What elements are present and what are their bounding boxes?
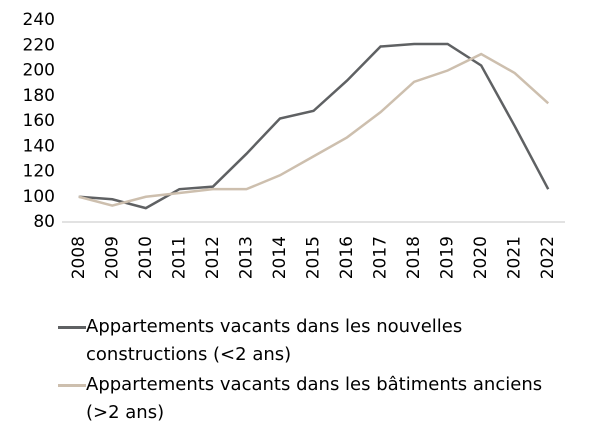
y-tick-label: 200: [23, 61, 55, 81]
x-tick-label: 2022: [538, 236, 558, 279]
x-tick-label: 2017: [371, 236, 391, 279]
series-line: [78, 52, 550, 207]
x-tick-label: 2021: [505, 236, 525, 279]
y-tick-label: 220: [23, 35, 55, 55]
x-tick-label: 2016: [337, 236, 357, 279]
legend-label: Appartements vacants dans les bâtiments …: [86, 374, 543, 423]
x-tick-label: 2018: [404, 236, 424, 279]
legend-label: Appartements vacants dans les nouvelles …: [86, 316, 463, 365]
y-tick-label: 140: [23, 136, 55, 156]
chart: 80 100 120 140 160 180 200 220 240 2008 2009 2010 20…: [23, 10, 565, 279]
x-tick-label: 2008: [69, 236, 89, 279]
x-tick-label: 2012: [203, 236, 223, 279]
x-tick-label: 2019: [438, 236, 458, 279]
x-tick-label: 2020: [471, 236, 491, 279]
y-tick-label: 240: [23, 10, 55, 30]
y-tick-label: 160: [23, 111, 55, 131]
legend-swatch: [58, 326, 86, 329]
series-line: [78, 42, 550, 210]
legend-item: Appartements vacants dans les nouvelles …: [58, 313, 578, 369]
x-tick-label: 2010: [136, 236, 156, 279]
y-tick-label: 100: [23, 187, 55, 207]
legend-swatch: [58, 384, 86, 387]
x-tick-label: 2014: [270, 236, 290, 279]
x-tick-label: 2015: [304, 236, 324, 279]
x-tick-label: 2013: [236, 236, 256, 279]
y-tick-label: 180: [23, 86, 55, 106]
y-tick-label: 120: [23, 162, 55, 182]
x-tick-label: 2011: [169, 236, 189, 279]
x-tick-label: 2009: [102, 236, 122, 279]
legend-item: Appartements vacants dans les bâtiments …: [58, 371, 578, 427]
y-tick-label: 80: [33, 212, 55, 232]
